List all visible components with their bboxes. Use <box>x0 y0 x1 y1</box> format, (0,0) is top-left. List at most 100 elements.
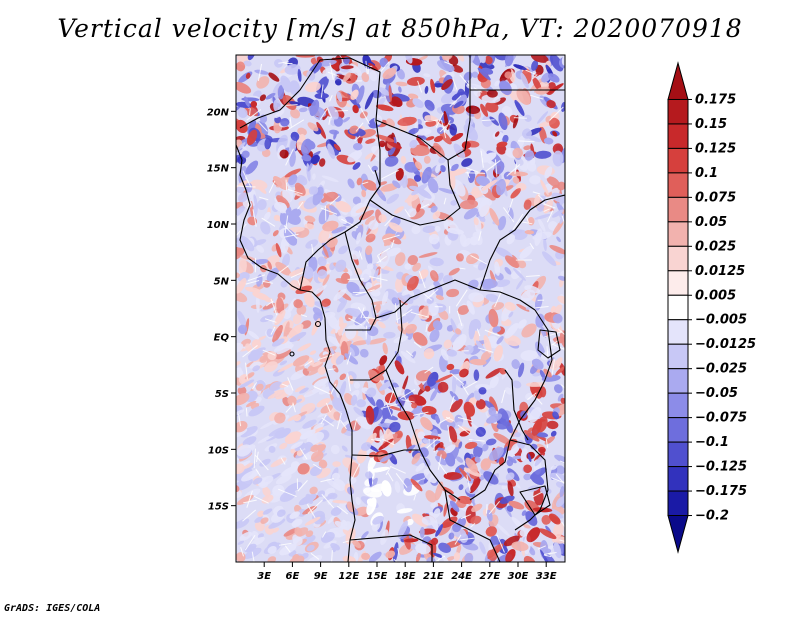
field-cell <box>283 528 298 537</box>
field-cell <box>408 394 427 406</box>
y-tick-label: 15S <box>208 502 229 513</box>
field-cell <box>268 445 276 453</box>
contour-streak <box>537 194 545 202</box>
field-cell <box>415 463 425 472</box>
field-cell <box>323 540 337 549</box>
field-cell <box>479 541 486 555</box>
contour-streak <box>331 550 333 562</box>
field-cell <box>489 543 504 557</box>
field-cell <box>236 205 246 218</box>
contour-streak <box>251 382 258 390</box>
field-cell <box>476 175 490 187</box>
contour-streak <box>385 467 391 475</box>
contour-streak <box>242 170 252 188</box>
field-cell <box>383 331 396 339</box>
field-cell <box>250 100 257 108</box>
field-cell <box>488 308 499 328</box>
field-cell <box>485 526 497 537</box>
contour-streak <box>341 218 359 229</box>
field-cell <box>484 55 493 65</box>
field-cell <box>267 546 277 554</box>
field-cell <box>434 135 444 143</box>
field-cell <box>244 107 253 117</box>
colorbar-label: −0.075 <box>695 411 747 426</box>
field-cell <box>406 275 419 291</box>
field-cell <box>496 523 510 537</box>
field-cell <box>264 137 272 150</box>
field-cell <box>273 176 288 191</box>
field-cell <box>449 391 459 401</box>
field-cell <box>473 217 479 226</box>
field-cell <box>459 467 471 482</box>
field-cell <box>276 344 294 355</box>
field-cell <box>336 91 343 103</box>
field-cell <box>273 99 281 113</box>
field-cell <box>396 508 413 514</box>
field-cell <box>347 486 354 495</box>
field-cell <box>236 105 241 112</box>
field-cell <box>317 269 328 279</box>
field-cell <box>446 325 454 332</box>
field-cell <box>272 484 285 496</box>
contour-streak <box>397 547 400 555</box>
field-cell <box>493 345 503 362</box>
field-cell <box>318 208 330 225</box>
contour-streak <box>418 270 426 289</box>
field-cell <box>240 426 258 438</box>
field-cell <box>554 454 565 464</box>
field-cell <box>256 245 265 253</box>
field-cell <box>404 194 419 203</box>
field-cell <box>559 486 565 498</box>
field-cell <box>412 332 428 346</box>
field-cell <box>549 513 561 525</box>
contour-streak <box>243 499 257 504</box>
field-cell <box>480 103 489 117</box>
colorbar-bin <box>667 221 689 247</box>
contour-streak <box>270 326 276 335</box>
contour-streak <box>278 542 292 546</box>
contour-streak <box>557 328 565 336</box>
contour-streak <box>292 402 296 413</box>
field-cell <box>555 366 565 376</box>
field-cell <box>375 134 395 143</box>
field-cell <box>237 310 247 329</box>
field-cell <box>516 303 530 312</box>
field-cell <box>305 555 323 562</box>
field-cell <box>318 386 331 395</box>
field-cell <box>400 155 407 164</box>
field-cell <box>290 441 304 450</box>
field-cell <box>310 444 319 452</box>
field-cell <box>386 247 401 257</box>
colorbar-bin <box>667 515 689 554</box>
x-tick-label: 12E <box>338 571 359 582</box>
field-cell <box>272 230 279 237</box>
field-cell <box>280 280 288 288</box>
field-cell <box>392 180 401 189</box>
field-cell <box>441 516 458 528</box>
colorbar-label: 0.0125 <box>695 264 745 279</box>
colorbar-bin <box>667 245 689 272</box>
field-cell <box>405 324 417 334</box>
field-cell <box>366 497 377 516</box>
field-cell <box>451 91 467 101</box>
field-cell <box>339 373 347 381</box>
field-cell <box>546 100 556 109</box>
contour-streak <box>444 61 453 66</box>
contour-streak <box>360 107 370 125</box>
field-cell <box>356 416 372 430</box>
field-cell <box>419 527 425 538</box>
field-cell <box>464 441 478 449</box>
field-cell <box>424 99 435 111</box>
field-cell <box>303 387 321 398</box>
contour-streak <box>485 160 501 172</box>
contour-streak <box>420 203 430 209</box>
field-cell <box>274 109 285 119</box>
field-cell <box>350 202 365 217</box>
field-cell <box>482 443 489 452</box>
field-cell <box>524 114 532 122</box>
field-cell <box>260 221 271 235</box>
field-cell <box>532 231 552 241</box>
contour-streak <box>387 472 394 482</box>
contour-streak <box>389 384 397 398</box>
field-cell <box>438 187 456 194</box>
